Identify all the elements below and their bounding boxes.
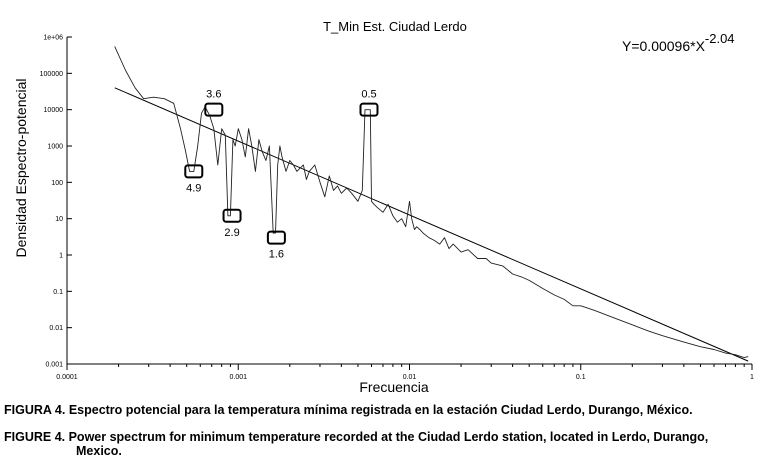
y-tick-label: 0.01: [49, 325, 63, 332]
chart-title: T_Min Est. Ciudad Lerdo: [323, 19, 467, 34]
y-tick-label: 10: [55, 216, 63, 223]
y-tick-label: 1000: [47, 144, 63, 151]
y-tick-label: 1e+06: [43, 35, 63, 42]
peak-marker-box: [359, 102, 379, 117]
peak-annotations: 3.6 4.9 2.9 1.6 0.5: [184, 89, 379, 261]
power-law-fit: [114, 87, 749, 362]
peak-annotation: 2.9: [222, 208, 242, 239]
fit-line: [114, 87, 749, 362]
peak-period-label: 2.9: [224, 227, 239, 239]
x-tick-label: 0.1: [576, 374, 586, 381]
equation-base: Y=0.00096*X: [622, 38, 706, 54]
peak-period-label: 1.6: [269, 249, 284, 261]
peak-annotation: 4.9: [184, 164, 204, 194]
peak-annotation: 3.6: [204, 89, 224, 117]
equation-label: Y=0.00096*X-2.04: [622, 31, 735, 54]
peak-marker-box: [184, 164, 204, 179]
y-tick-label: 100: [51, 180, 63, 187]
x-axis-title: Frecuencia: [359, 379, 428, 395]
peak-period-label: 0.5: [361, 89, 376, 101]
y-axis-title: Densidad Espectro-potencial: [13, 79, 29, 258]
x-tick-label: 0.0001: [56, 374, 78, 381]
spectrum-line: [114, 46, 749, 359]
spectrum-series: [114, 46, 749, 359]
caption-english-line1: FIGURE 4. Power spectrum for minimum tem…: [4, 430, 709, 444]
x-tick-label: 0.001: [229, 374, 247, 381]
peak-marker-box: [266, 230, 286, 245]
peak-annotation: 1.6: [266, 230, 286, 261]
caption-spanish: FIGURA 4. Espectro potencial para la tem…: [4, 403, 693, 417]
peak-marker-box: [222, 208, 242, 223]
axes: 1e+06 100000 10000 1000 100 10 1 0.1 0.01 0.001 0.…: [40, 35, 754, 382]
caption-english: FIGURE 4. Power spectrum for minimum tem…: [4, 430, 782, 458]
power-spectrum-chart: T_Min Est. Ciudad Lerdo Y=0.00096*X-2.04…: [13, 19, 754, 395]
x-tick-label: 0.01: [403, 374, 417, 381]
equation-exponent: -2.04: [705, 31, 735, 46]
y-tick-label: 0.001: [45, 362, 63, 369]
x-tick-label: 1: [750, 374, 754, 381]
y-tick-label: 10000: [44, 107, 64, 114]
y-tick-label: 100000: [40, 71, 63, 78]
peak-marker-box: [204, 102, 224, 117]
peak-period-label: 4.9: [186, 182, 201, 194]
y-tick-label: 0.1: [53, 289, 63, 296]
y-tick-label: 1: [59, 253, 63, 260]
peak-period-label: 3.6: [206, 89, 221, 101]
peak-annotation: 0.5: [359, 89, 379, 117]
caption-english-line2: Mexico.: [76, 444, 122, 458]
